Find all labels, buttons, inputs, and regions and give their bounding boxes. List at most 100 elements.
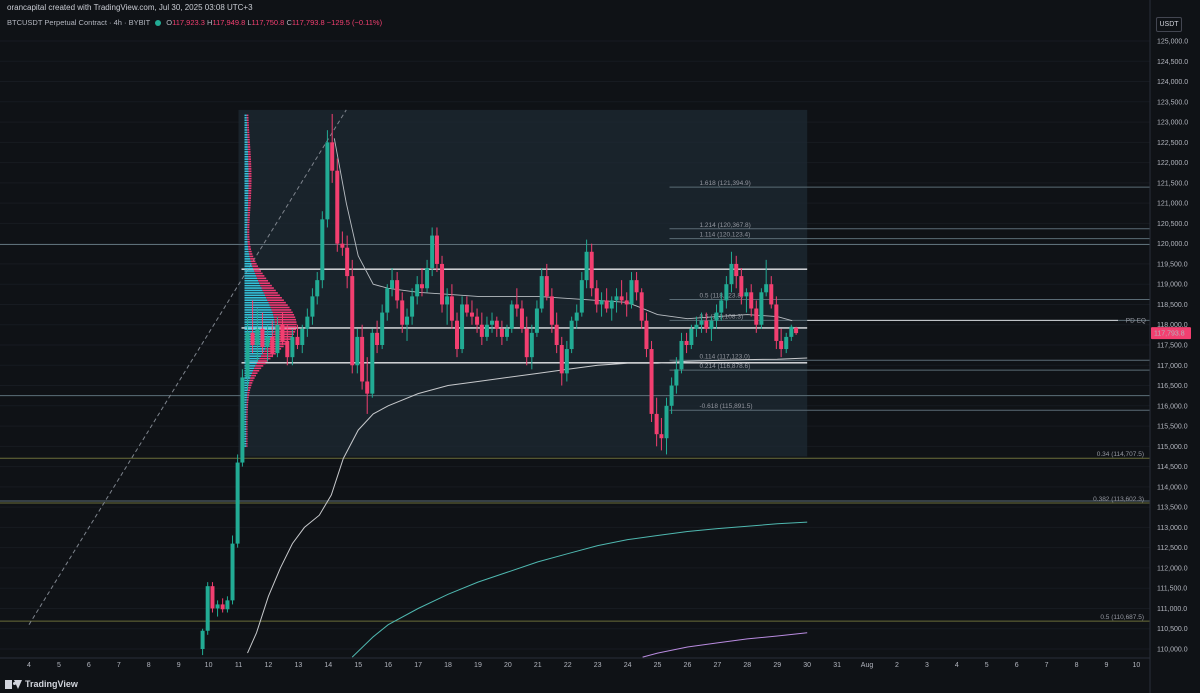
profile-bar-down bbox=[246, 411, 248, 413]
candle-body bbox=[639, 292, 644, 321]
candle-body bbox=[549, 296, 554, 325]
price-tick-label: 111,000.0 bbox=[1157, 606, 1187, 613]
profile-bar-down bbox=[257, 277, 267, 280]
profile-bar-down bbox=[246, 435, 248, 438]
candle-body bbox=[305, 316, 310, 329]
price-tick-label: 113,000.0 bbox=[1157, 525, 1188, 532]
time-tick-label: 9 bbox=[1105, 662, 1109, 669]
profile-bar-up bbox=[244, 189, 249, 192]
profile-bar-up bbox=[244, 384, 249, 387]
profile-bar-up bbox=[244, 155, 249, 158]
open-value: 117,923.3 bbox=[172, 18, 205, 27]
time-tick-label: 16 bbox=[384, 662, 392, 669]
profile-bar-down bbox=[252, 372, 258, 374]
candle-body bbox=[325, 142, 330, 220]
profile-bar-up bbox=[244, 292, 264, 294]
profile-bar-up bbox=[244, 396, 247, 399]
profile-bar-down bbox=[246, 403, 249, 406]
candle-body bbox=[709, 320, 714, 329]
price-tick-label: 110,500.0 bbox=[1157, 626, 1188, 633]
profile-bar-down bbox=[247, 129, 250, 131]
profile-bar-down bbox=[246, 445, 248, 447]
profile-bar-up bbox=[244, 386, 249, 389]
profile-bar-down bbox=[248, 185, 252, 187]
candle-body bbox=[669, 385, 674, 406]
profile-bar-down bbox=[254, 367, 262, 370]
candle-body bbox=[529, 332, 534, 358]
profile-bar-up bbox=[244, 177, 249, 180]
profile-bar-down bbox=[246, 408, 248, 411]
time-tick-label: 7 bbox=[1045, 662, 1049, 669]
profile-bar-up bbox=[244, 245, 248, 248]
symbol-legend[interactable]: BTCUSDT Perpetual Contract · 4h · BYBIT … bbox=[7, 18, 382, 27]
profile-bar-down bbox=[248, 163, 252, 165]
candle-body bbox=[739, 276, 744, 297]
candle-body bbox=[714, 312, 719, 321]
candle-body bbox=[579, 280, 584, 313]
profile-bar-down bbox=[247, 136, 250, 139]
profile-bar-down bbox=[246, 423, 248, 426]
currency-button[interactable]: USDT bbox=[1156, 17, 1182, 32]
time-tick-label: 22 bbox=[564, 662, 572, 669]
profile-bar-down bbox=[247, 219, 250, 221]
profile-bar-up bbox=[244, 399, 247, 401]
profile-bar-up bbox=[244, 141, 248, 143]
profile-bar-up bbox=[244, 243, 248, 246]
profile-bar-down bbox=[248, 202, 251, 204]
candle-body bbox=[370, 332, 375, 394]
price-tick-label: 115,500.0 bbox=[1157, 424, 1188, 431]
candle-body bbox=[260, 328, 265, 348]
profile-bar-up bbox=[244, 267, 254, 270]
candle-body bbox=[659, 434, 664, 439]
profile-bar-down bbox=[246, 425, 248, 428]
candle-body bbox=[360, 336, 365, 382]
price-tick-label: 115,000.0 bbox=[1157, 444, 1188, 451]
profile-bar-down bbox=[246, 438, 248, 440]
profile-bar-up bbox=[244, 209, 248, 212]
candle-body bbox=[499, 328, 504, 337]
profile-bar-up bbox=[244, 250, 249, 253]
profile-bar-down bbox=[246, 401, 249, 404]
candle-body bbox=[759, 292, 764, 325]
candle-body bbox=[405, 316, 410, 325]
profile-bar-down bbox=[246, 399, 249, 401]
candle-body bbox=[285, 340, 290, 358]
candle-body bbox=[724, 284, 729, 301]
time-tick-label: 3 bbox=[925, 662, 929, 669]
symbol-name[interactable]: BTCUSDT Perpetual Contract · 4h · BYBIT bbox=[7, 18, 151, 27]
candle-body bbox=[699, 320, 704, 325]
profile-bar-up bbox=[244, 180, 249, 182]
profile-bar-down bbox=[268, 301, 286, 304]
candle-body bbox=[774, 304, 779, 341]
tradingview-logo[interactable]: TradingView bbox=[5, 679, 78, 689]
open-label: O bbox=[166, 18, 173, 27]
profile-bar-up bbox=[244, 226, 248, 229]
profile-bar-up bbox=[244, 211, 248, 214]
profile-bar-up bbox=[244, 236, 248, 238]
profile-bar-up bbox=[244, 301, 269, 304]
candle-body bbox=[454, 320, 459, 350]
time-tick-label: Aug bbox=[861, 662, 874, 669]
profile-bar-up bbox=[244, 192, 249, 195]
profile-bar-up bbox=[244, 365, 256, 367]
fib-label: 0.114 (117,123.0) bbox=[700, 353, 750, 360]
profile-bar-up bbox=[244, 158, 249, 160]
profile-bar-up bbox=[244, 279, 259, 282]
candle-body bbox=[230, 543, 235, 601]
profile-bar-down bbox=[248, 182, 252, 185]
profile-bar-down bbox=[271, 309, 292, 311]
fib-label: 1.214 (120,367.8) bbox=[700, 222, 751, 229]
candle-body bbox=[634, 280, 639, 293]
candle-body bbox=[419, 284, 424, 289]
candle-body bbox=[315, 280, 320, 297]
fib-label: 1.618 (121,394.9) bbox=[700, 180, 751, 187]
profile-bar-up bbox=[244, 389, 248, 391]
profile-bar-down bbox=[246, 418, 248, 421]
candle-body bbox=[514, 304, 519, 309]
candle-body bbox=[619, 296, 624, 301]
price-tick-label: 121,000.0 bbox=[1157, 201, 1188, 208]
profile-bar-down bbox=[247, 214, 250, 216]
profile-bar-up bbox=[244, 413, 247, 416]
profile-bar-down bbox=[270, 306, 290, 309]
